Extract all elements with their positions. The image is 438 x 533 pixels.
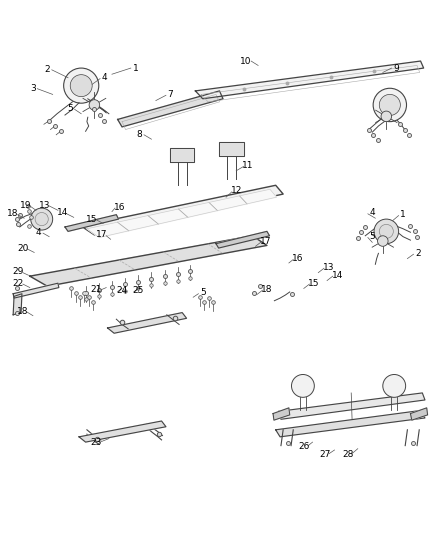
- Text: 3: 3: [30, 84, 36, 93]
- Circle shape: [291, 375, 314, 397]
- Circle shape: [373, 219, 398, 244]
- Text: 18: 18: [17, 307, 28, 316]
- Text: 25: 25: [132, 286, 144, 295]
- Text: 18: 18: [261, 285, 272, 294]
- Polygon shape: [117, 91, 223, 127]
- Text: 8: 8: [136, 130, 142, 139]
- Circle shape: [35, 213, 48, 225]
- Text: 16: 16: [113, 203, 125, 212]
- Polygon shape: [170, 148, 194, 162]
- Text: 24: 24: [116, 286, 127, 295]
- Text: 19: 19: [20, 200, 31, 209]
- Text: 21: 21: [90, 285, 101, 294]
- Text: 15: 15: [307, 279, 319, 288]
- Text: 15: 15: [86, 215, 98, 223]
- Polygon shape: [219, 142, 244, 156]
- Polygon shape: [30, 236, 266, 286]
- Text: 17: 17: [96, 230, 107, 239]
- Text: 1: 1: [399, 210, 405, 219]
- Circle shape: [377, 236, 387, 246]
- Polygon shape: [215, 231, 269, 248]
- Polygon shape: [87, 189, 276, 238]
- Text: 14: 14: [57, 208, 68, 217]
- Text: 28: 28: [341, 450, 353, 459]
- Text: 27: 27: [318, 450, 330, 459]
- Text: 12: 12: [230, 187, 241, 196]
- Text: 13: 13: [39, 201, 50, 211]
- Text: 2: 2: [45, 66, 50, 74]
- Circle shape: [380, 111, 391, 122]
- Polygon shape: [275, 410, 424, 437]
- Polygon shape: [107, 312, 186, 333]
- Text: 4: 4: [102, 73, 107, 82]
- Text: 20: 20: [17, 244, 28, 253]
- Circle shape: [64, 68, 99, 103]
- Text: 4: 4: [36, 228, 41, 237]
- Text: 1: 1: [133, 63, 139, 72]
- Circle shape: [70, 75, 92, 96]
- Text: 2: 2: [414, 249, 420, 258]
- Text: 16: 16: [291, 254, 303, 263]
- Text: 11: 11: [242, 161, 253, 170]
- Polygon shape: [65, 215, 118, 231]
- Circle shape: [372, 88, 406, 122]
- Text: 26: 26: [297, 442, 309, 451]
- Polygon shape: [195, 61, 423, 99]
- Text: 10: 10: [240, 56, 251, 66]
- Text: 5: 5: [67, 104, 73, 113]
- Text: 5: 5: [199, 288, 205, 297]
- Circle shape: [89, 100, 99, 110]
- Polygon shape: [13, 283, 59, 298]
- Polygon shape: [79, 421, 166, 442]
- Polygon shape: [81, 185, 283, 235]
- Text: 22: 22: [13, 279, 24, 288]
- Polygon shape: [278, 393, 424, 419]
- Circle shape: [378, 224, 392, 238]
- Text: 29: 29: [13, 267, 24, 276]
- Circle shape: [382, 375, 405, 397]
- Polygon shape: [410, 408, 427, 420]
- Text: 18: 18: [7, 209, 18, 219]
- Circle shape: [378, 94, 399, 116]
- Text: 14: 14: [331, 271, 342, 280]
- Text: 7: 7: [167, 90, 173, 99]
- Text: 4: 4: [369, 208, 374, 217]
- Text: 17: 17: [259, 237, 271, 246]
- Text: 13: 13: [322, 263, 333, 272]
- Polygon shape: [272, 408, 289, 420]
- Polygon shape: [13, 294, 22, 315]
- Circle shape: [31, 208, 53, 230]
- Text: 9: 9: [392, 63, 398, 72]
- Text: 5: 5: [368, 232, 374, 241]
- Text: 23: 23: [90, 439, 101, 448]
